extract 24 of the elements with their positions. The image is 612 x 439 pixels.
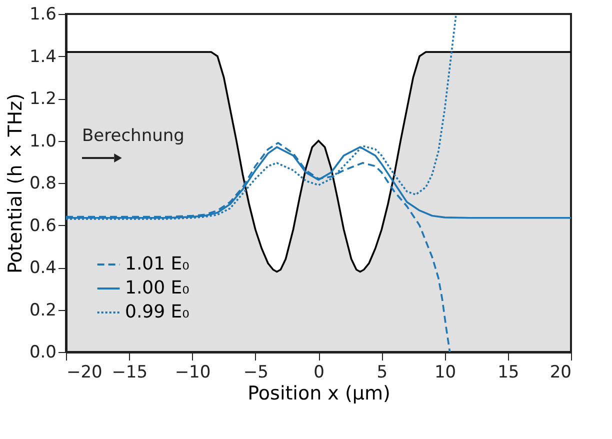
y-tick-label: 0.6	[29, 216, 56, 236]
x-tick-label: −10	[174, 362, 211, 382]
y-axis-title: Potential (h × THz)	[4, 93, 26, 274]
x-tick-label: 20	[550, 362, 572, 382]
y-tick-label: 0.4	[29, 258, 56, 278]
x-tick-label: 10	[434, 362, 456, 382]
legend-label: 1.01 E₀	[125, 254, 190, 274]
y-tick-label: 0.2	[29, 300, 56, 320]
x-axis-title: Position x (µm)	[248, 382, 390, 404]
x-tick-label: 5	[376, 362, 388, 382]
x-tick-label: −20	[66, 362, 102, 382]
x-tick-label: −15	[112, 362, 148, 382]
y-tick-label: 0.0	[29, 342, 56, 362]
x-tick-label: 0	[314, 362, 324, 382]
y-tick-label: 1.0	[29, 131, 56, 152]
y-tick-label: 0.8	[29, 174, 56, 194]
x-tick-label: −5	[243, 362, 268, 382]
x-tick-label: 15	[498, 362, 520, 382]
y-tick-label: 1.4	[29, 46, 56, 67]
y-tick-label: 1.2	[29, 89, 56, 109]
legend-label: 0.99 E₀	[125, 302, 190, 322]
y-tick-label: 1.6	[29, 4, 56, 24]
annotation: Berechnung	[82, 126, 184, 146]
legend-label: 1.00 E₀	[125, 278, 190, 298]
